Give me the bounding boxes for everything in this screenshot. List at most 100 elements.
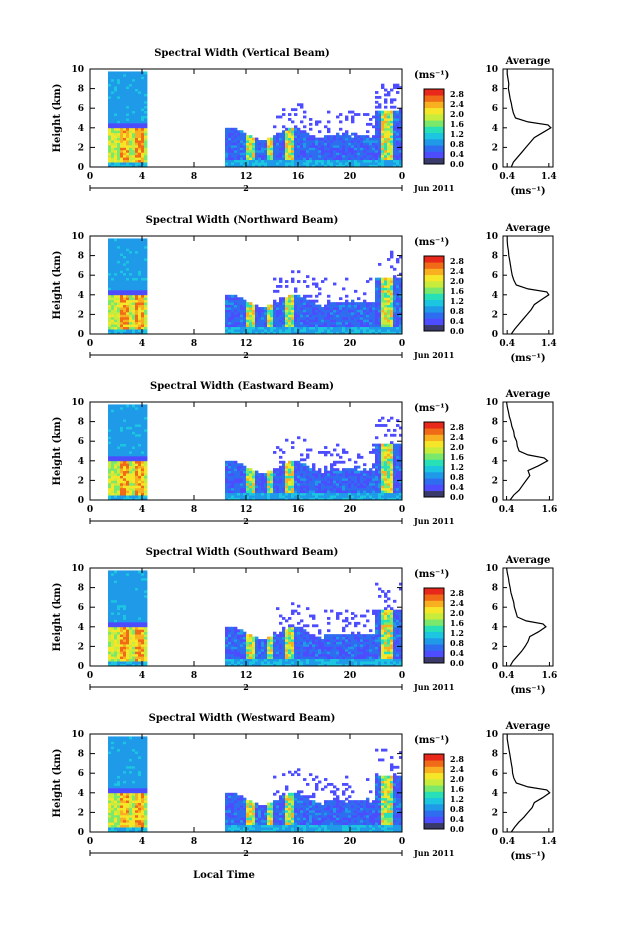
heatmap-cell xyxy=(114,162,118,165)
heatmap-cell xyxy=(309,490,313,494)
heatmap-cell xyxy=(399,307,403,310)
heatmap-cell xyxy=(396,304,400,308)
heatmap-cell xyxy=(135,127,139,131)
heatmap-cell xyxy=(141,91,145,94)
heatmap-cell xyxy=(114,465,118,469)
heatmap-cell xyxy=(108,265,112,269)
heatmap-cell xyxy=(300,120,304,124)
heatmap-cell xyxy=(141,142,145,146)
heatmap-cell xyxy=(399,297,403,301)
heatmap-cell xyxy=(330,326,334,330)
heatmap-cell xyxy=(129,135,133,138)
heatmap-cell xyxy=(240,329,244,332)
heatmap-cell xyxy=(300,314,304,318)
heatmap-cell xyxy=(114,238,118,242)
heatmap-cell xyxy=(111,309,115,313)
heatmap-cell xyxy=(114,438,118,442)
heatmap-cell xyxy=(126,292,130,296)
heatmap-cell xyxy=(231,497,235,501)
heatmap-cell xyxy=(393,125,397,129)
heatmap-cell xyxy=(117,577,121,581)
heatmap-cell xyxy=(342,132,346,136)
heatmap-cell xyxy=(399,272,403,276)
heatmap-cell xyxy=(276,321,280,325)
heatmap-cell xyxy=(261,324,265,328)
avg-y-tick-label: 2 xyxy=(492,143,498,153)
heatmap-cell xyxy=(342,164,346,168)
heatmap-cell xyxy=(135,446,139,449)
heatmap-cell xyxy=(390,329,394,332)
heatmap-cell xyxy=(282,468,286,471)
heatmap-cell xyxy=(114,480,118,484)
heatmap-cell xyxy=(354,497,358,501)
heatmap-cell xyxy=(111,451,115,454)
heatmap-cell xyxy=(117,265,121,269)
heatmap-cell xyxy=(297,490,301,494)
heatmap-cell xyxy=(114,451,118,454)
heatmap-cell xyxy=(132,250,136,254)
heatmap-cell xyxy=(384,463,388,467)
heatmap-cell xyxy=(396,280,400,283)
heatmap-cell xyxy=(246,477,250,481)
heatmap-cell xyxy=(114,152,118,156)
heatmap-cell xyxy=(141,100,145,104)
heatmap-cell xyxy=(267,475,271,479)
heatmap-cell xyxy=(120,98,124,102)
heatmap-cell xyxy=(111,614,115,618)
heatmap-cell xyxy=(132,103,136,107)
heatmap-cell xyxy=(354,162,358,165)
heatmap-cell xyxy=(108,590,112,593)
heatmap-cell xyxy=(399,154,403,158)
heatmap-cell xyxy=(108,272,112,276)
heatmap-cell xyxy=(117,431,121,435)
heatmap-cell xyxy=(225,468,229,471)
heatmap-cell xyxy=(261,329,265,332)
heatmap-cell xyxy=(141,414,145,418)
heatmap-cell xyxy=(120,624,124,628)
heatmap-cell xyxy=(348,304,352,308)
heatmap-cell xyxy=(363,140,367,143)
heatmap-cell xyxy=(312,302,316,305)
heatmap-cell xyxy=(123,255,127,259)
heatmap-cell xyxy=(129,103,133,107)
heatmap-cell xyxy=(390,316,394,320)
heatmap-cell xyxy=(363,490,367,494)
heatmap-cell xyxy=(111,580,115,584)
heatmap-cell xyxy=(291,152,295,156)
heatmap-cell xyxy=(264,314,268,318)
heatmap-cell xyxy=(132,304,136,308)
heatmap-cell xyxy=(132,311,136,315)
heatmap-cell xyxy=(387,451,391,454)
heatmap-cell xyxy=(123,149,127,153)
heatmap-cell xyxy=(144,285,148,288)
heatmap-cell xyxy=(285,485,289,489)
heatmap-cell xyxy=(393,453,397,457)
heatmap-cell xyxy=(345,311,349,315)
heatmap-cell xyxy=(237,304,241,308)
heatmap-cell xyxy=(333,463,337,467)
heatmap-cell xyxy=(237,154,241,158)
heatmap-cell xyxy=(108,164,112,168)
heatmap-cell xyxy=(357,152,361,156)
heatmap-cell xyxy=(273,314,277,318)
heatmap-cell xyxy=(384,285,388,288)
heatmap-cell xyxy=(387,304,391,308)
heatmap-cell xyxy=(381,164,385,168)
heatmap-cell xyxy=(369,118,373,121)
heatmap-cell xyxy=(312,316,316,320)
heatmap-cell xyxy=(117,594,121,598)
heatmap-cell xyxy=(384,304,388,308)
heatmap-cell xyxy=(384,324,388,328)
heatmap-cell xyxy=(108,621,112,625)
heatmap-cell xyxy=(144,319,148,323)
heatmap-cell xyxy=(363,137,367,141)
heatmap-cell xyxy=(234,152,238,156)
heatmap-cell xyxy=(363,311,367,315)
heatmap-cell xyxy=(381,299,385,303)
average-title: Average xyxy=(505,56,551,67)
heatmap-cell xyxy=(114,602,118,606)
heatmap-cell xyxy=(393,460,397,464)
heatmap-cell xyxy=(135,443,139,447)
heatmap-cell xyxy=(282,299,286,303)
heatmap-cell xyxy=(141,130,145,134)
